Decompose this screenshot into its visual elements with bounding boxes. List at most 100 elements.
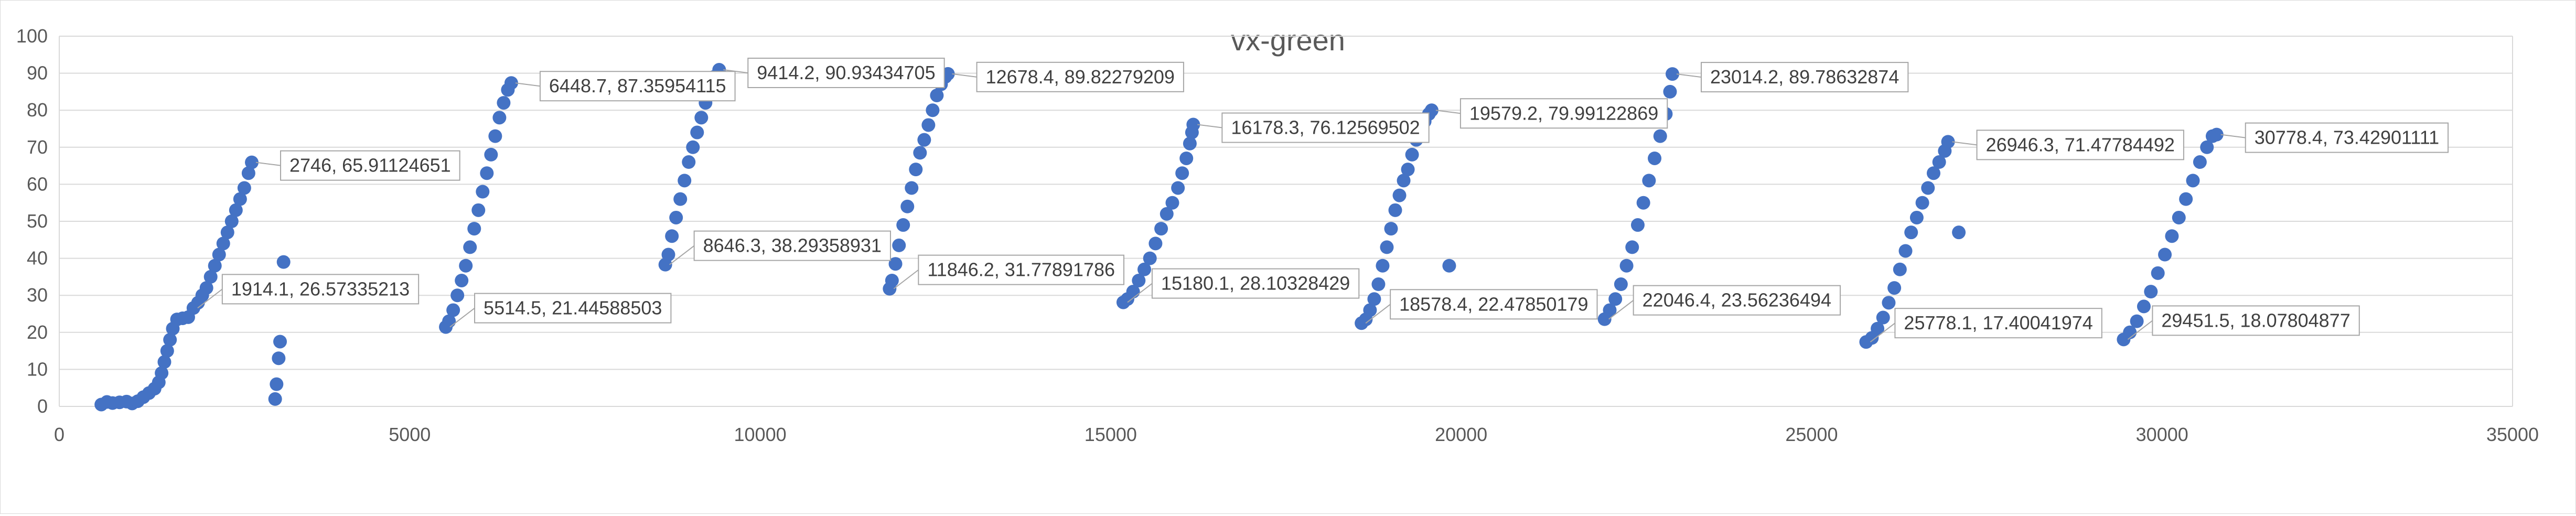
data-label-box <box>976 61 1184 92</box>
data-point <box>1401 163 1415 177</box>
y-tick-label: 70 <box>27 136 48 158</box>
data-point <box>450 288 465 303</box>
data-point <box>678 174 692 188</box>
data-point <box>665 229 679 243</box>
data-label: 1914.1, 26.57335213 <box>197 274 420 309</box>
data-label-box <box>1976 130 2184 160</box>
data-point <box>2172 210 2186 224</box>
data-point <box>1926 166 1940 180</box>
data-label-text: 30778.4, 73.42901111 <box>2255 127 2439 148</box>
data-point <box>1367 292 1381 306</box>
data-label-text: 1914.1, 26.57335213 <box>231 278 410 299</box>
data-point <box>694 111 709 125</box>
data-point <box>2193 155 2207 169</box>
data-label-leader <box>1365 304 1391 324</box>
data-label-leader <box>1952 141 1977 146</box>
x-tick-label: 10000 <box>734 424 787 445</box>
data-label-text: 5514.5, 21.44588503 <box>484 297 662 319</box>
data-label-leader <box>255 162 281 166</box>
data-point <box>1397 174 1411 188</box>
data-label-box <box>221 274 420 305</box>
data-point <box>888 257 903 271</box>
x-tick-label: 20000 <box>1435 424 1487 445</box>
x-tick-label: 25000 <box>1785 424 1838 445</box>
data-label-text: 12678.4, 89.82279209 <box>986 66 1175 88</box>
data-point <box>2158 248 2172 262</box>
data-label-leader <box>1676 73 1702 78</box>
data-point <box>921 118 936 132</box>
data-label-box <box>2152 305 2360 336</box>
data-point <box>237 181 251 195</box>
data-label-box <box>1151 268 1360 299</box>
axes: 0 10 20 30 40 50 60 70 80 90 100 0 5000 10000 15000 200… <box>16 25 2539 445</box>
data-label-box <box>918 254 1125 285</box>
data-point <box>2137 299 2151 314</box>
data-point <box>160 344 174 358</box>
data-point <box>2200 140 2214 154</box>
data-label: 29451.5, 18.07804877 <box>2127 305 2360 340</box>
data-point <box>224 214 239 228</box>
data-point <box>1143 251 1157 265</box>
data-point <box>1154 222 1168 236</box>
data-point <box>1932 155 1946 169</box>
data-point <box>1171 181 1185 195</box>
data-label-text: 26946.3, 71.47784492 <box>1986 134 2175 155</box>
data-label-leader <box>515 82 541 87</box>
data-label: 8646.3, 38.29358931 <box>669 230 891 265</box>
data-point <box>900 199 915 213</box>
y-tick-label: 0 <box>37 395 48 417</box>
data-label: 26946.3, 71.47784492 <box>1952 130 2184 160</box>
data-point <box>1614 277 1628 292</box>
data-label-text: 15180.1, 28.10328429 <box>1161 273 1350 294</box>
data-label-leader <box>449 307 475 328</box>
data-label-box <box>1701 62 1909 93</box>
data-label-text: 2746, 65.91124651 <box>289 155 451 176</box>
data-point <box>2144 285 2158 299</box>
data-point <box>229 203 243 217</box>
data-point <box>2130 314 2144 328</box>
data-point <box>492 111 507 125</box>
x-tick-label: 5000 <box>389 424 431 445</box>
data-point <box>2186 174 2200 188</box>
y-tick-label: 50 <box>27 210 48 232</box>
data-point <box>690 125 704 139</box>
data-point <box>1392 188 1407 202</box>
data-point <box>1876 310 1890 325</box>
data-point <box>1921 181 1935 195</box>
data-point <box>1160 207 1174 221</box>
data-label-box <box>539 71 736 102</box>
data-label: 9414.2, 90.93434705 <box>723 58 945 89</box>
data-point <box>1941 135 1955 149</box>
data-label: 15180.1, 28.10328429 <box>1127 268 1360 303</box>
data-point <box>885 273 899 287</box>
gridlines <box>59 36 2513 407</box>
data-point <box>1376 259 1390 273</box>
data-label-box <box>1221 112 1430 143</box>
data-label: 23014.2, 89.78632874 <box>1676 62 1909 93</box>
data-point <box>216 236 230 251</box>
data-point <box>1384 222 1398 236</box>
x-tick-label: 15000 <box>1085 424 1137 445</box>
data-point <box>1904 225 1918 240</box>
data-point <box>1175 166 1189 180</box>
data-label: 5514.5, 21.44588503 <box>449 293 672 328</box>
data-point <box>917 133 931 147</box>
data-label-box <box>1633 285 1841 316</box>
data-point <box>1186 117 1200 132</box>
data-point <box>471 203 486 217</box>
data-point <box>930 88 944 102</box>
data-point <box>1898 244 1913 258</box>
data-label: 25778.1, 17.40041974 <box>1870 308 2102 342</box>
data-label-leader <box>723 69 748 73</box>
data-point <box>1388 203 1402 217</box>
data-label: 11846.2, 31.77891786 <box>893 254 1125 289</box>
data-point <box>1887 281 1902 295</box>
x-tick-label: 0 <box>54 424 65 445</box>
data-point <box>1909 210 1924 224</box>
data-label-leader <box>197 288 223 309</box>
data-label-leader <box>669 245 695 265</box>
data-point <box>504 76 518 90</box>
data-point <box>270 377 284 391</box>
